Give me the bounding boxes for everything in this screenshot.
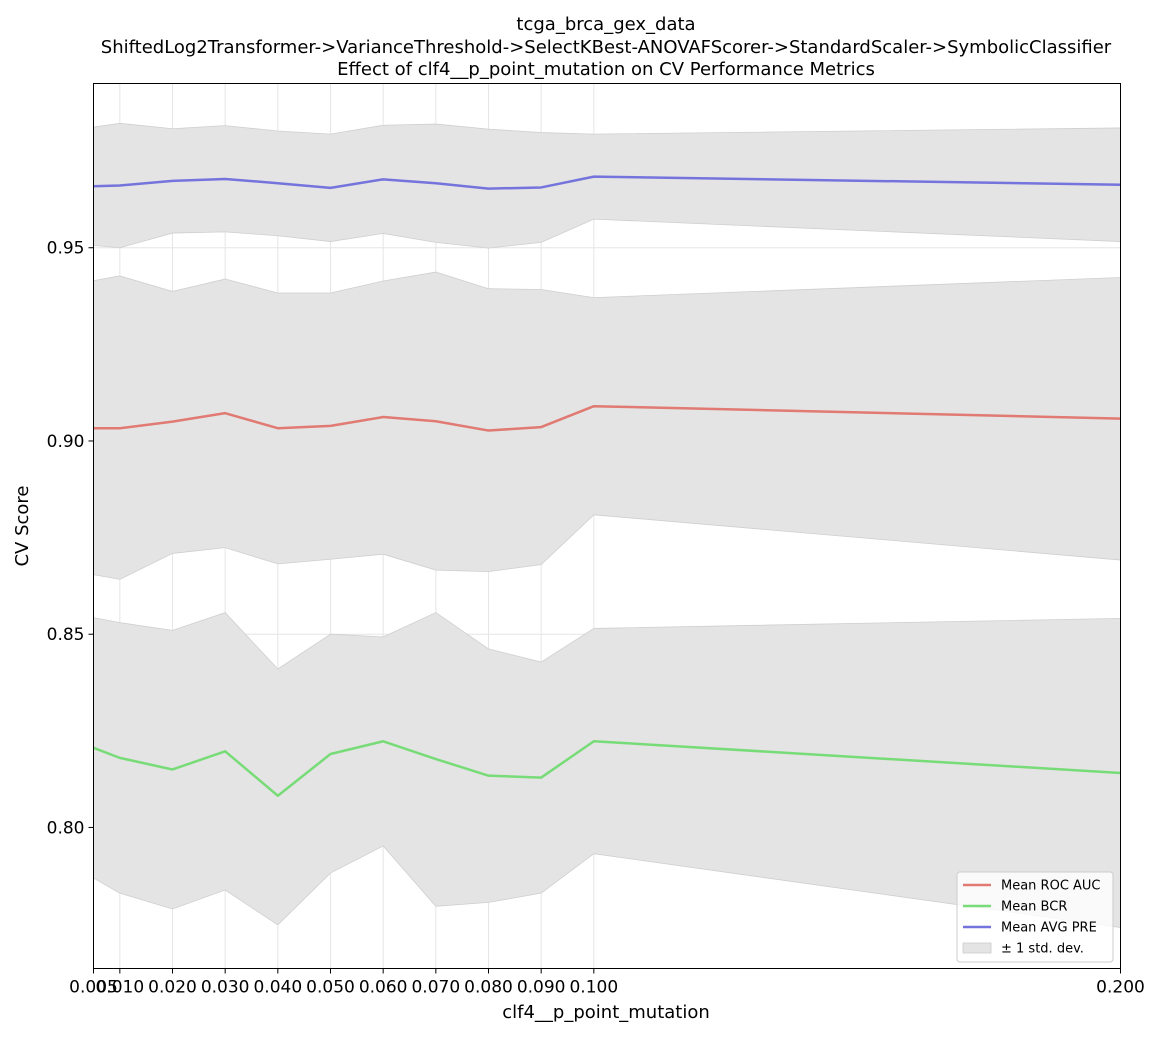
y-tick-label: 0.85 <box>47 625 85 645</box>
chart-title-line-3: Effect of clf4__p_point_mutation on CV P… <box>337 59 875 80</box>
legend-label-avg-pre: Mean AVG PRE <box>1001 921 1097 936</box>
series-line-1 <box>93 740 1121 798</box>
legend: Mean ROC AUC Mean BCR Mean AVG PRE ± 1 s… <box>956 871 1114 963</box>
x-tick-label: 0.030 <box>201 978 250 998</box>
series-line-2 <box>93 175 1121 190</box>
legend-swatch-std-dev <box>962 942 992 954</box>
x-tick-label: 0.090 <box>517 978 566 998</box>
x-tick-label: 0.070 <box>411 978 460 998</box>
legend-label-roc-auc: Mean ROC AUC <box>1001 879 1101 894</box>
chart-title-line-2: ShiftedLog2Transformer->VarianceThreshol… <box>101 37 1112 58</box>
y-tick-label: 0.90 <box>47 432 85 452</box>
plot-area-frame <box>93 83 1121 969</box>
y-axis-ticks: 0.80 0.85 0.90 0.95 <box>47 239 94 838</box>
y-axis-label: CV Score <box>12 485 33 566</box>
x-tick-label: 0.100 <box>569 978 618 998</box>
x-tick-label: 0.060 <box>359 978 408 998</box>
x-tick-label: 0.010 <box>95 978 144 998</box>
x-axis-label: clf4__p_point_mutation <box>502 1002 710 1023</box>
x-tick-label: 0.005 <box>69 978 118 998</box>
y-tick-label: 0.95 <box>47 239 85 259</box>
series-lines <box>93 175 1121 798</box>
legend-box <box>956 871 1114 963</box>
std-dev-band-2 <box>93 122 1121 249</box>
x-tick-label: 0.050 <box>306 978 355 998</box>
chart-title-line-1: tcga_brca_gex_data <box>516 14 695 35</box>
series-line-0 <box>93 404 1121 432</box>
x-tick-label: 0.020 <box>148 978 197 998</box>
legend-label-bcr: Mean BCR <box>1001 900 1067 915</box>
legend-label-std-dev: ± 1 std. dev. <box>1001 942 1084 957</box>
std-dev-bands <box>93 122 1121 928</box>
x-tick-label: 0.040 <box>253 978 302 998</box>
y-tick-label: 0.80 <box>47 818 85 838</box>
x-tick-label: 0.080 <box>464 978 513 998</box>
x-tick-label: 0.200 <box>1096 978 1145 998</box>
std-dev-band-0 <box>93 271 1121 580</box>
